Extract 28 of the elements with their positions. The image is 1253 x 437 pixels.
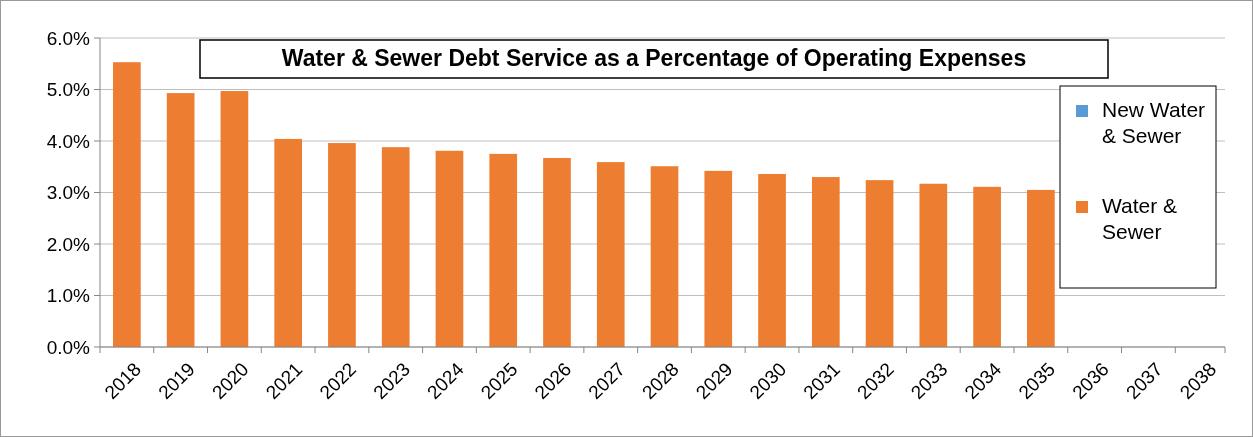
bar [704,170,733,347]
bar [1027,189,1055,347]
y-tick-label: 1.0% [46,285,91,307]
bar [489,153,518,347]
bar [220,91,249,347]
y-tick-label: 5.0% [46,79,91,101]
bar [650,166,679,347]
bar [274,138,303,347]
y-tick-label: 0.0% [46,336,91,358]
legend-label: New Water & Sewer [1102,98,1206,147]
bar [113,62,141,347]
bar [758,173,786,347]
y-tick-label: 4.0% [46,130,91,152]
bar [596,162,625,347]
bar [435,150,464,347]
chart-title: Water & Sewer Debt Service as a Percentage of Operating Expenses [281,45,1027,71]
bar [328,143,356,347]
legend-label: Water & Sewer [1102,194,1178,243]
y-tick-label: 3.0% [46,182,91,204]
bar [919,183,948,347]
bar [381,147,410,347]
bar [811,177,840,347]
bar [166,93,195,347]
y-tick-label: 2.0% [46,233,91,255]
bar [865,180,894,347]
bar [973,186,1001,347]
bar [543,158,571,347]
y-tick-label: 6.0% [46,27,91,49]
